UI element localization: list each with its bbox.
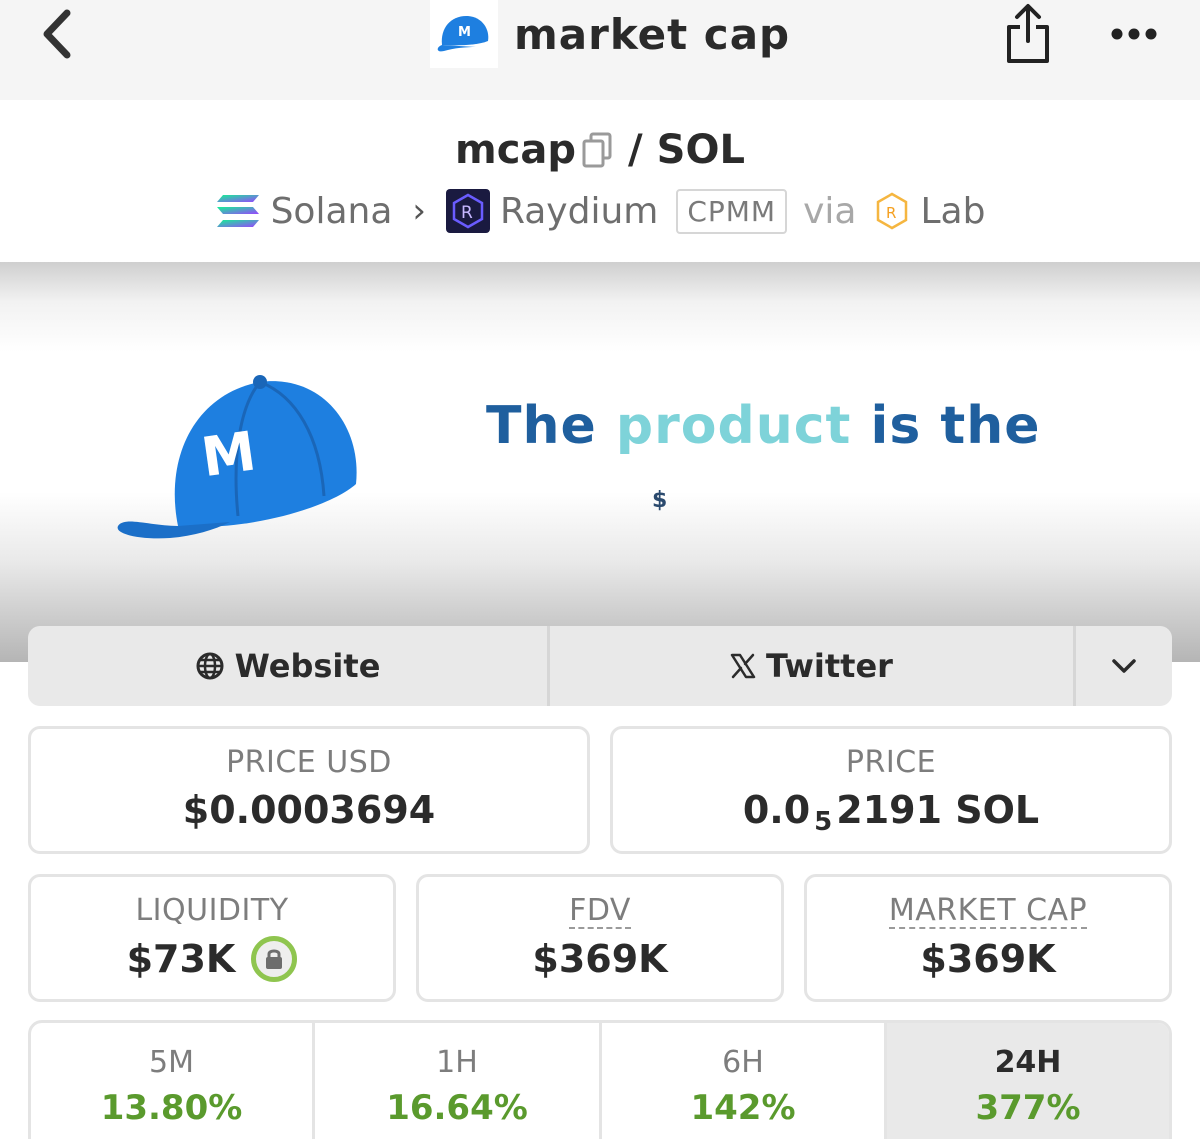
price-native-zero-count: 5 (814, 807, 833, 837)
tab-6h[interactable]: 6H 142% (602, 1023, 887, 1139)
fdv-label-wrap: FDV (419, 893, 781, 929)
top-nav-bar: M market cap (0, 0, 1200, 100)
market-cap-value: $369K (920, 937, 1056, 981)
raydium-icon: R (446, 189, 490, 233)
liquidity-card: LIQUIDITY $73K (28, 874, 396, 1002)
price-usd-value: $0.0003694 (182, 788, 436, 832)
more-links-dropdown[interactable] (1076, 626, 1172, 706)
banner-text-3: is the (870, 396, 1041, 456)
pair-header: mcap / SOL (0, 120, 1200, 180)
lab-icon: R (874, 191, 910, 231)
back-button[interactable] (30, 6, 82, 62)
pool-type-badge: CPMM (676, 188, 788, 234)
more-options-button[interactable] (1106, 14, 1162, 54)
twitter-button[interactable]: Twitter (550, 626, 1076, 706)
dex-link-raydium[interactable]: Raydium (500, 190, 659, 232)
launchpad-link-lab[interactable]: Lab (920, 190, 986, 232)
nav-logo-letter: M (458, 25, 471, 40)
copy-icon (582, 132, 612, 168)
tab-24h[interactable]: 24H 377% (887, 1023, 1169, 1139)
tab-24h-label: 24H (994, 1045, 1062, 1080)
liquidity-value: $73K (126, 937, 236, 981)
banner-subtext: $ (652, 488, 668, 513)
banner-headline: The product is the (486, 396, 1041, 456)
lock-icon (266, 949, 283, 969)
twitter-label: Twitter (766, 647, 893, 685)
svg-text:R: R (461, 203, 473, 223)
svg-text:R: R (886, 204, 896, 222)
banner-text-1: The (486, 396, 597, 456)
chevron-right-icon: › (412, 191, 426, 231)
price-change-tabs: 5M 13.80% 1H 16.64% 6H 142% 24H 377% (28, 1020, 1172, 1139)
market-cap-label[interactable]: MARKET CAP (888, 893, 1088, 929)
pair-separator: / (628, 127, 643, 173)
token-banner: M The product is the $ (0, 262, 1200, 662)
tab-5m-value: 13.80% (100, 1088, 243, 1128)
chevron-down-icon (1112, 659, 1136, 673)
price-native-prefix: 0.0 (742, 788, 811, 832)
tab-6h-value: 142% (690, 1088, 796, 1128)
fdv-value: $369K (532, 937, 668, 981)
liquidity-label: LIQUIDITY (135, 893, 289, 928)
nav-title-group: M market cap (430, 0, 790, 68)
tab-5m[interactable]: 5M 13.80% (31, 1023, 315, 1139)
chevron-left-icon (43, 9, 71, 59)
fdv-label[interactable]: FDV (569, 893, 631, 929)
website-button[interactable]: Website (28, 626, 550, 706)
globe-icon (196, 652, 224, 680)
social-links-bar: Website Twitter (28, 626, 1172, 706)
page-title: market cap (514, 9, 791, 59)
market-cap-label-wrap: MARKET CAP (807, 893, 1169, 929)
chain-breadcrumb: Solana › R Raydium CPMM via R Lab (0, 180, 1200, 242)
price-usd-card: PRICE USD $0.0003694 (28, 726, 590, 854)
tab-1h-value: 16.64% (386, 1088, 528, 1128)
copy-address-button[interactable] (580, 130, 614, 170)
solana-icon (215, 191, 261, 231)
tab-1h-label: 1H (436, 1045, 478, 1080)
price-native-value: 0.0 5 2191 SOL (613, 788, 1169, 837)
x-logo-icon (730, 653, 756, 679)
cap-logo-icon: M (437, 15, 489, 52)
pair-base-symbol: mcap (455, 127, 577, 173)
price-native-card: PRICE 0.0 5 2191 SOL (610, 726, 1172, 854)
price-native-label: PRICE (845, 745, 937, 780)
more-horizontal-icon (1111, 28, 1157, 40)
fdv-card[interactable]: FDV $369K (416, 874, 784, 1002)
tab-24h-value: 377% (975, 1088, 1081, 1128)
tab-1h[interactable]: 1H 16.64% (315, 1023, 602, 1139)
website-label: Website (234, 647, 381, 685)
tab-5m-label: 5M (149, 1045, 194, 1080)
banner-text-2: product (615, 396, 852, 456)
banner-cap-letter: M (198, 419, 260, 489)
price-native-suffix: 2191 SOL (836, 788, 1040, 832)
chain-link-solana[interactable]: Solana (270, 190, 393, 232)
share-button[interactable] (1000, 2, 1056, 66)
via-label: via (803, 190, 857, 232)
pair-quote-symbol: SOL (656, 127, 745, 173)
liquidity-value-row: $73K (31, 936, 393, 982)
tab-6h-label: 6H (722, 1045, 764, 1080)
liquidity-lock-button[interactable] (251, 936, 298, 982)
price-usd-label: PRICE USD (226, 745, 392, 780)
cap-image: M (117, 375, 357, 539)
share-icon (1007, 4, 1049, 63)
token-logo: M (430, 0, 498, 68)
market-cap-card[interactable]: MARKET CAP $369K (804, 874, 1172, 1002)
